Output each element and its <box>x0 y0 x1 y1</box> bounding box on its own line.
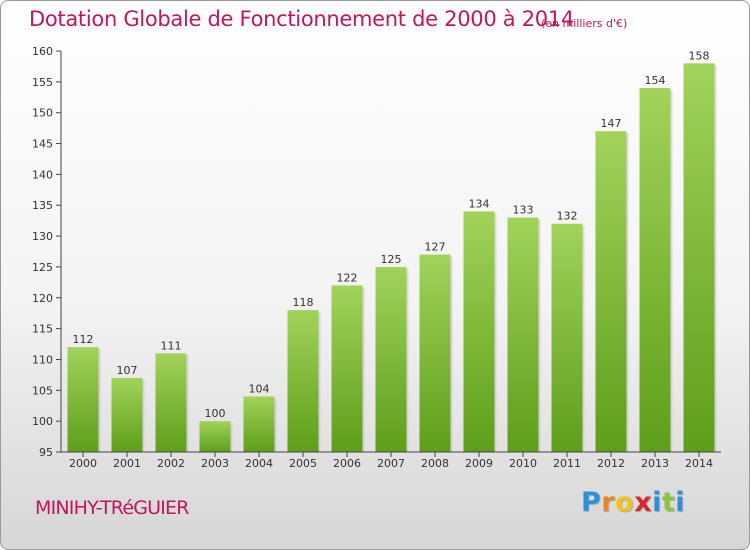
logo-letter: o <box>615 487 635 518</box>
logo-letter: i <box>652 487 662 518</box>
bar <box>463 211 495 452</box>
bar-value-label: 158 <box>689 49 710 62</box>
logo-letter: x <box>634 487 653 518</box>
y-tick-label: 100 <box>32 415 53 428</box>
y-tick-label: 135 <box>32 199 53 212</box>
x-tick-label: 2010 <box>509 457 537 470</box>
y-tick-label: 150 <box>32 107 53 120</box>
bar-value-label: 104 <box>249 382 270 395</box>
bar-value-label: 118 <box>293 296 314 309</box>
logo-letter: i <box>675 487 686 518</box>
x-tick-label: 2005 <box>289 457 317 470</box>
y-tick-label: 115 <box>32 323 53 336</box>
y-tick-label: 95 <box>39 446 53 459</box>
bar-value-label: 132 <box>557 210 578 223</box>
x-tick-label: 2013 <box>641 457 669 470</box>
bar-value-label: 111 <box>161 339 182 352</box>
bar <box>331 285 363 452</box>
bar <box>111 377 143 452</box>
x-tick-label: 2000 <box>69 457 97 470</box>
bar <box>375 266 407 452</box>
bar-value-label: 127 <box>425 241 446 254</box>
bar-value-label: 107 <box>117 364 138 377</box>
bar <box>683 63 715 452</box>
x-tick-label: 2007 <box>377 457 405 470</box>
logo-letter: t <box>661 487 676 518</box>
y-tick-label: 155 <box>32 76 53 89</box>
x-tick-label: 2009 <box>465 457 493 470</box>
y-tick-label: 120 <box>32 292 53 305</box>
x-tick-label: 2002 <box>157 457 185 470</box>
bar-value-label: 133 <box>513 204 534 217</box>
bar-value-label: 122 <box>337 271 358 284</box>
logo-letter: P <box>581 487 602 518</box>
y-tick-label: 110 <box>32 353 53 366</box>
x-tick-label: 2014 <box>685 457 713 470</box>
x-tick-label: 2008 <box>421 457 449 470</box>
y-tick-label: 140 <box>32 168 53 181</box>
bar <box>155 353 187 452</box>
commune-name: MINIHY-TRéGUIER <box>35 497 189 519</box>
y-tick-label: 105 <box>32 384 53 397</box>
bar <box>419 254 451 452</box>
x-tick-label: 2006 <box>333 457 361 470</box>
proxiti-logo[interactable]: Proxiti <box>581 487 685 518</box>
x-tick-label: 2011 <box>553 457 581 470</box>
bar-value-label: 147 <box>601 117 622 130</box>
bar-value-label: 100 <box>205 407 226 420</box>
x-tick-label: 2001 <box>113 457 141 470</box>
bar <box>595 131 627 452</box>
x-tick-label: 2004 <box>245 457 273 470</box>
bar <box>67 347 99 452</box>
bar-value-label: 112 <box>73 333 94 346</box>
bar <box>199 421 231 452</box>
chart-title: Dotation Globale de Fonctionnement de 20… <box>29 7 574 31</box>
x-tick-label: 2003 <box>201 457 229 470</box>
y-tick-label: 130 <box>32 230 53 243</box>
bar <box>243 396 275 452</box>
bar-value-label: 154 <box>645 74 666 87</box>
bar <box>287 310 319 452</box>
chart-subtitle: (en milliers d'€) <box>541 17 628 30</box>
y-tick-label: 125 <box>32 261 53 274</box>
bars: 112 107 111 100 104 118 122 125 127 134 133 132 147 1… <box>67 49 717 452</box>
logo-letter: r <box>601 487 616 518</box>
bar <box>551 223 583 452</box>
bar-value-label: 134 <box>469 197 490 210</box>
x-axis: 2000 2001 2002 2003 2004 2005 2006 2007 2008 2009… <box>61 451 721 470</box>
bar-value-label: 125 <box>381 253 402 266</box>
y-tick-label: 145 <box>32 138 53 151</box>
y-axis: 95 100 105 110 115 120 125 130 135 140 145 150 155 16… <box>32 45 62 459</box>
bar <box>507 217 539 452</box>
bar <box>639 88 671 452</box>
y-tick-label: 160 <box>32 45 53 58</box>
x-tick-label: 2012 <box>597 457 625 470</box>
